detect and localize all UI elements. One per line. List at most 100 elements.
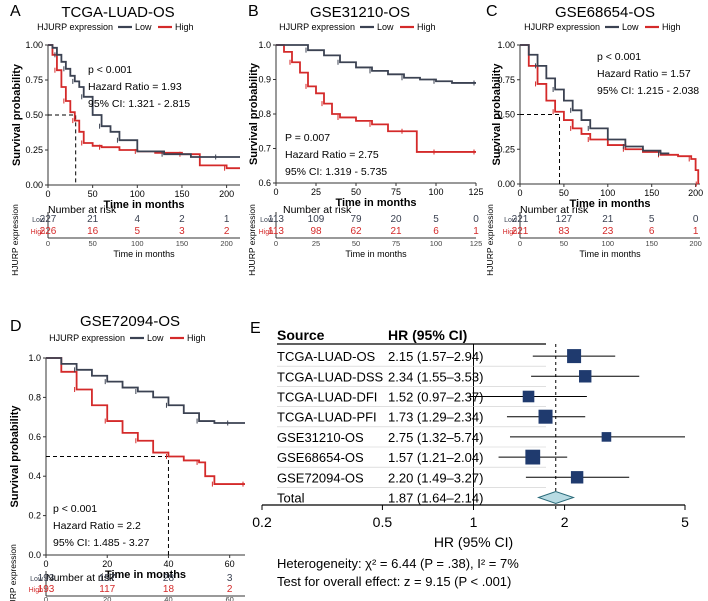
risk-x-tick-label: 200 [220,239,233,248]
risk-x-tick-label: 0 [274,239,278,248]
hazard-ratio: Hazard Ratio = 1.93 [88,81,182,93]
confidence-interval: 95% CI: 1.485 - 3.27 [53,537,149,549]
risk-low-count: 113 [268,214,284,225]
forest-x-tick-label: 2 [561,514,569,530]
study-hr: 2.75 (1.32–5.74) [388,430,483,445]
risk-x-tick-label: 125 [470,239,483,248]
risk-x-tick-label: 50 [88,239,96,248]
panel-tag: E [250,320,261,337]
legend-high-label: High [662,22,681,32]
forest-x-tick-label: 0.5 [373,514,393,530]
risk-low-count: 3 [227,573,233,584]
confidence-interval: 95% CI: 1.319 - 5.735 [285,166,387,178]
x-tick-label: 150 [174,189,189,199]
x-tick-label: 0 [273,187,278,197]
risk-x-label: Time in months [113,249,175,259]
risk-y-label: HJURP expression [10,204,20,276]
risk-high-count: 21 [390,226,402,237]
risk-low-count: 4 [135,214,141,225]
risk-title: Number at risk [520,204,589,216]
risk-high-count: 16 [87,226,99,237]
forest-x-tick-label: 5 [681,514,689,530]
forest-x-tick-label: 1 [470,514,478,530]
risk-x-tick-label: 150 [176,239,189,248]
legend-high-label: High [175,22,194,32]
y-tick-label: 0.6 [258,178,271,188]
risk-low-count: 1 [224,214,230,225]
risk-x-tick-label: 50 [352,239,360,248]
confidence-interval: 95% CI: 1.321 - 2.815 [88,98,190,110]
study-hr: 2.34 (1.55–3.53) [388,369,483,384]
risk-row-high-label: High [503,229,518,236]
forest-x-tick-label: 0.2 [252,514,272,530]
effect-box [570,471,584,484]
x-tick-label: 40 [163,559,173,569]
legend-high-label: High [187,333,206,343]
risk-x-tick-label: 100 [430,239,443,248]
study-hr: 1.52 (0.97–2.37) [388,390,483,405]
y-tick-label: 1.0 [258,40,271,50]
x-tick-label: 100 [600,188,615,198]
risk-high-count: 18 [163,584,175,595]
x-axis-label: Time in months [103,199,184,211]
y-tick-label: 0.50 [497,110,515,120]
risk-low-count: 193 [38,573,55,584]
x-tick-label: 0 [45,189,50,199]
median-line [520,114,561,184]
study-label: GSE68654-OS [277,450,364,465]
risk-low-count: 109 [308,214,325,225]
risk-high-count: 62 [350,226,362,237]
y-tick-label: 0.00 [497,179,515,189]
risk-x-tick-label: 40 [164,595,172,601]
effect-box [525,449,541,465]
y-tick-label: 0.25 [25,145,43,155]
risk-high-count: 2 [227,584,233,595]
effect-box [567,349,582,364]
overall-effect-text: Test for overall effect: z = 9.15 (P < .… [277,574,511,589]
risk-x-tick-label: 75 [392,239,400,248]
y-tick-label: 0.8 [258,109,271,119]
study-label: TCGA-LUAD-PFI [277,410,377,425]
risk-x-tick-label: 200 [689,239,702,248]
x-tick-label: 200 [688,188,703,198]
risk-low-count: 227 [40,214,57,225]
y-tick-label: 0.8 [28,392,41,402]
hazard-ratio: Hazard Ratio = 2.2 [53,520,141,532]
risk-x-tick-label: 100 [602,239,615,248]
x-tick-label: 50 [351,187,361,197]
x-tick-label: 150 [644,188,659,198]
risk-title: Number at risk [283,204,352,216]
x-axis-label: Time in months [335,197,416,209]
y-tick-label: 1.0 [28,353,41,363]
risk-low-count: 20 [390,214,402,225]
legend: HJURP expression Low High [37,22,193,32]
km-curve-low [48,44,240,158]
risk-high-count: 1 [693,226,699,237]
risk-low-count: 5 [649,214,655,225]
risk-x-tick-label: 20 [103,595,111,601]
risk-high-count: 226 [40,226,57,237]
km-curve-low [520,44,670,155]
legend: HJURP expression Low High [49,333,205,343]
risk-x-tick-label: 0 [518,239,522,248]
km-curve-low [46,357,245,424]
risk-high-count: 221 [512,226,529,237]
risk-x-label: Time in months [345,249,407,259]
effect-box [601,432,612,442]
y-tick-label: 0.00 [25,180,43,190]
risk-high-count: 23 [602,226,614,237]
km-curve-high [520,44,700,184]
y-tick-label: 0.75 [497,75,515,85]
y-tick-label: 0.9 [258,75,271,85]
panel-title: GSE68654-OS [555,4,655,21]
study-label: TCGA-LUAD-DFI [277,390,377,405]
forest-header-source: Source [277,327,325,343]
risk-row-high-label: High [29,587,44,594]
risk-low-count: 127 [556,214,573,225]
panel-title: TCGA-LUAD-OS [61,4,174,21]
risk-y-label: HJURP expression [247,204,257,276]
legend-title: HJURP expression [524,22,600,32]
